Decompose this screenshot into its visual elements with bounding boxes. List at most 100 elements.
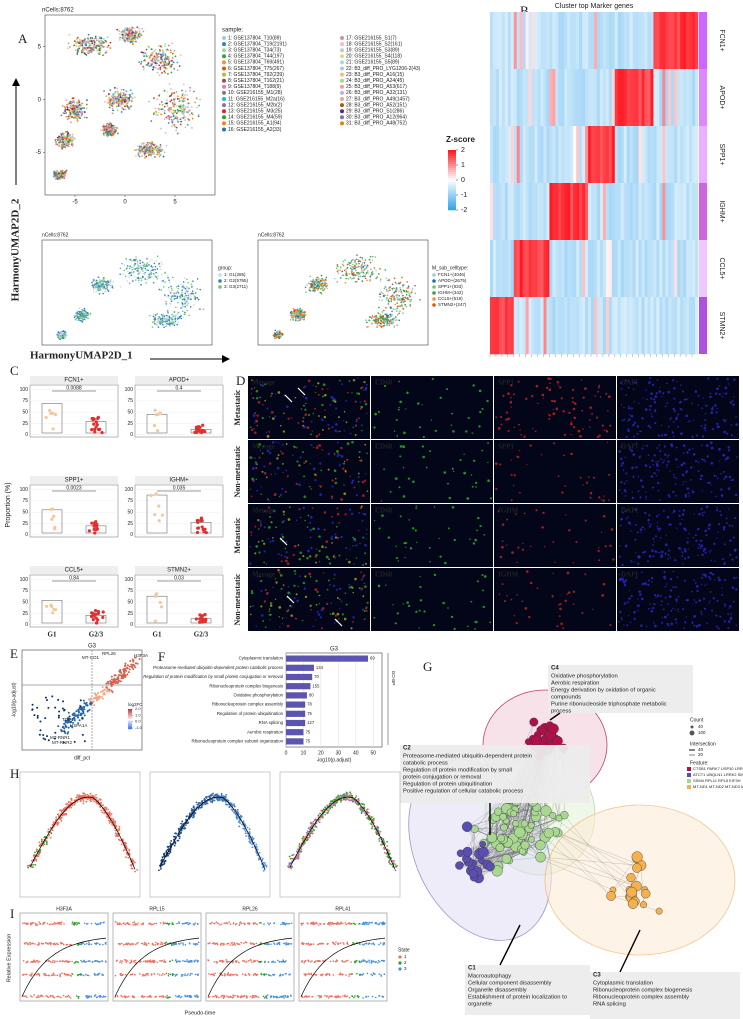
legend-gradient xyxy=(448,170,456,173)
heatmap-cell xyxy=(561,297,565,355)
cell-point xyxy=(106,36,109,39)
heatmap-cell xyxy=(579,240,583,298)
cell-point xyxy=(168,279,170,282)
heatmap-cell xyxy=(504,183,509,241)
cell-point xyxy=(182,112,185,115)
cell-point xyxy=(168,290,171,292)
sample-point xyxy=(153,594,157,598)
cell-point xyxy=(88,42,91,45)
heatmap-cell xyxy=(614,183,619,241)
cell-point xyxy=(128,97,131,100)
cell-point xyxy=(140,51,143,54)
cell-point xyxy=(116,90,119,93)
cell-point xyxy=(181,291,183,294)
heatmap-cell xyxy=(638,297,642,355)
heatmap-cell xyxy=(632,240,636,298)
cell-point xyxy=(129,31,132,33)
cell-point xyxy=(156,313,158,315)
cell-point xyxy=(124,41,127,43)
heatmap-cell xyxy=(588,297,592,355)
cell-point xyxy=(296,320,299,322)
cell-point xyxy=(98,281,101,283)
heatmap-cell xyxy=(552,297,556,355)
x-tick-label: G2/3 xyxy=(194,631,209,639)
heatmap-cell xyxy=(683,12,687,70)
cell-point xyxy=(161,71,163,74)
plot-frame xyxy=(134,574,224,628)
cell-point xyxy=(168,322,171,325)
cell-point xyxy=(86,315,88,318)
cell-point xyxy=(159,265,161,268)
heatmap-cell xyxy=(540,69,544,127)
heatmap-cell xyxy=(608,12,613,70)
heatmap-cell xyxy=(540,183,544,241)
cell-point xyxy=(186,304,188,306)
cell-point xyxy=(83,307,86,310)
cell-point xyxy=(148,65,151,68)
cell-point xyxy=(154,107,157,110)
heatmap-cell xyxy=(602,183,607,241)
cell-point xyxy=(295,317,298,319)
cell-point xyxy=(187,118,190,121)
cell-point xyxy=(138,273,140,276)
legend-label: CCL5+(519) xyxy=(438,296,463,301)
heatmap-cell xyxy=(585,240,589,298)
row-label: FCN1+ xyxy=(718,29,725,51)
cell-point xyxy=(367,325,369,328)
cell-point xyxy=(202,308,205,311)
cell-point xyxy=(385,277,388,280)
heatmap-cell xyxy=(602,69,607,127)
cell-point xyxy=(192,90,195,93)
legend-title: sample: xyxy=(222,28,243,34)
cell-point xyxy=(124,105,126,108)
cell-point xyxy=(144,148,147,151)
cell-point xyxy=(124,275,127,278)
cell-point xyxy=(123,100,126,103)
sample-point xyxy=(91,611,95,615)
cell-point xyxy=(297,307,299,310)
cell-point xyxy=(145,48,148,51)
cell-point xyxy=(392,308,395,310)
legend-gradient xyxy=(448,172,456,175)
cell-point xyxy=(155,113,158,116)
cell-point xyxy=(390,295,393,297)
cell-point xyxy=(168,61,171,63)
heatmap-cell xyxy=(623,240,627,298)
legend-label: APOD+(2675) xyxy=(438,278,467,283)
cell-point xyxy=(170,118,173,121)
cell-point xyxy=(73,107,76,110)
heatmap-cell xyxy=(567,297,571,355)
heatmap-cell xyxy=(498,183,503,241)
panel-letter: G xyxy=(423,659,432,674)
cell-point xyxy=(122,88,125,91)
cell-point xyxy=(276,336,278,339)
cell-point xyxy=(171,42,173,45)
cell-point xyxy=(89,312,92,315)
cell-point xyxy=(91,39,94,42)
cell-point xyxy=(64,106,67,109)
cell-point xyxy=(145,155,148,158)
cell-point xyxy=(150,53,153,56)
cell-point xyxy=(366,270,369,273)
cell-point xyxy=(159,61,162,64)
heatmap-cell xyxy=(611,183,616,241)
cell-point xyxy=(387,322,389,325)
cell-point xyxy=(392,294,394,296)
cell-point xyxy=(155,260,158,262)
heatmap-cell xyxy=(582,240,586,298)
cell-point xyxy=(181,96,183,99)
cell-point xyxy=(191,286,193,288)
cell-point xyxy=(125,27,128,30)
cell-point xyxy=(59,137,62,140)
cell-point xyxy=(55,142,58,145)
cell-point xyxy=(137,279,140,282)
heatmap-cell xyxy=(617,183,622,241)
cell-point xyxy=(136,277,139,279)
sample-point xyxy=(44,415,48,420)
cell-point xyxy=(103,41,105,44)
cell-point xyxy=(69,113,72,115)
cell-point xyxy=(175,306,177,309)
row-label: APOD+ xyxy=(718,86,725,110)
stain-signal xyxy=(343,410,346,413)
cell-point xyxy=(176,61,179,64)
